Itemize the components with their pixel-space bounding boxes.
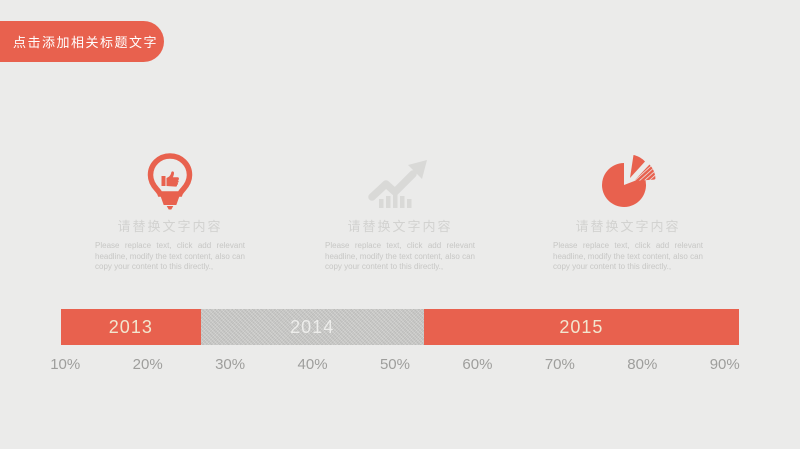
feature-body: Please replace text, click add relevant … [553, 241, 703, 271]
feature-heading: 请替换文字内容 [575, 219, 681, 234]
feature-card-growth[interactable]: 请替换文字内容 Please replace text, click add r… [325, 148, 475, 273]
feature-card-idea[interactable]: 请替换文字内容 Please replace text, click add r… [95, 148, 245, 273]
timeline-segment-2015[interactable]: 2015 [423, 309, 739, 345]
feature-card-pie[interactable]: 请替换文字内容 Please replace text, click add r… [553, 148, 703, 273]
icon-box [325, 148, 475, 210]
timeline-segment-2014[interactable]: 2014 [200, 309, 424, 345]
axis-tick-label: 20% [132, 356, 163, 373]
idea-lightbulb-icon [147, 153, 193, 210]
timeline-bar: 2013 2014 2015 [61, 309, 739, 345]
segment-label: 2013 [108, 316, 153, 337]
exploded-pie-chart-icon [602, 155, 656, 207]
feature-body: Please replace text, click add relevant … [325, 241, 475, 271]
feature-heading: 请替换文字内容 [347, 219, 453, 234]
timeline-segment-2013[interactable]: 2013 [61, 309, 201, 345]
segment-label: 2015 [559, 316, 604, 337]
title-banner[interactable]: 点击添加相关标题文字 [0, 21, 164, 62]
axis-tick-label: 70% [544, 356, 575, 373]
segment-label: 2014 [290, 316, 335, 337]
axis-tick-label: 10% [50, 356, 81, 373]
axis-tick-label: 40% [297, 356, 328, 373]
axis-tick-label: 60% [462, 356, 493, 373]
title-text: 点击添加相关标题文字 [13, 35, 159, 50]
axis-tick-label: 30% [215, 356, 246, 373]
icon-box [553, 148, 703, 210]
feature-heading: 请替换文字内容 [117, 219, 223, 234]
axis-tick-label: 90% [709, 356, 740, 373]
axis-tick-label: 50% [379, 356, 410, 373]
percentage-axis: 10% 20% 30% 40% 50% 60% 70% 80% 90% [24, 356, 766, 373]
feature-body: Please replace text, click add relevant … [95, 241, 245, 271]
axis-tick-label: 80% [627, 356, 658, 373]
icon-box [95, 148, 245, 210]
growth-chart-arrow-icon [368, 160, 427, 208]
